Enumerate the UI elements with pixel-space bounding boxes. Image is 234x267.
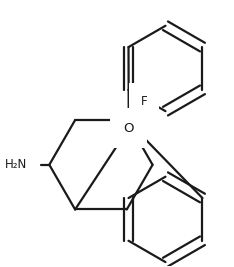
Text: F: F [140, 95, 147, 108]
Text: H₂N: H₂N [5, 158, 27, 171]
Text: O: O [124, 121, 134, 135]
